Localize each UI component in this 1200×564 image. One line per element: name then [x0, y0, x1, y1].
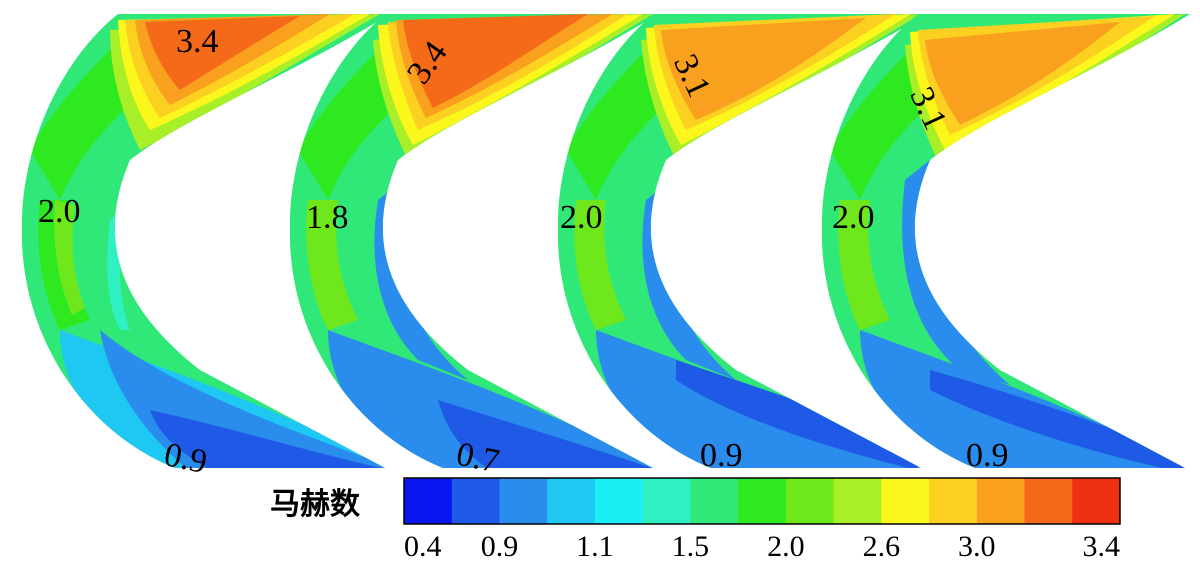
passage-2: [289, 14, 658, 468]
p1-label-mid: 2.0: [38, 193, 81, 230]
legend-title: 马赫数: [270, 487, 361, 522]
p1-label-low: 0.9: [161, 436, 210, 481]
p4-label-mid: 2.0: [832, 199, 875, 236]
legend-swatch: [833, 478, 882, 524]
legend-swatch: [881, 478, 930, 524]
legend-border: [403, 477, 1121, 525]
legend-tick-label: 0.9: [481, 530, 519, 563]
p2-label-mid: 1.8: [306, 199, 349, 236]
legend-swatch: [738, 478, 787, 524]
legend-colorbar: [403, 477, 1121, 525]
legend-swatch: [690, 478, 739, 524]
passage-4: [821, 14, 1190, 468]
legend-swatch: [1024, 478, 1073, 524]
p3-label-mid: 2.0: [560, 199, 603, 236]
legend-swatch: [1072, 478, 1121, 524]
legend-swatch: [929, 478, 978, 524]
legend-swatch: [404, 478, 453, 524]
legend-tick-label: 2.0: [767, 530, 805, 563]
legend-tick-label: 3.0: [958, 530, 996, 563]
passage-contour-group: [21, 14, 1190, 468]
legend-swatch: [642, 478, 691, 524]
p3-label-low: 0.9: [700, 437, 743, 474]
p1-label-high: 3.4: [176, 23, 219, 60]
legend-swatch: [785, 478, 835, 524]
mach-legend: 马赫数 0.4 0.9 1.1 1.5 2.0 2.6 3.0 3.4: [270, 477, 1121, 563]
legend-tick-label: 3.4: [1083, 530, 1121, 563]
p2-label-low: 0.7: [453, 436, 502, 481]
legend-ticks: 0.4 0.9 1.1 1.5 2.0 2.6 3.0 3.4: [404, 530, 1120, 563]
legend-tick-label: 1.1: [576, 530, 614, 563]
p4-label-low: 0.9: [966, 437, 1009, 474]
legend-swatch: [451, 478, 500, 524]
legend-swatch: [499, 478, 548, 524]
legend-tick-label: 2.6: [863, 530, 901, 563]
legend-swatch: [594, 478, 644, 524]
legend-tick-label: 1.5: [672, 530, 710, 563]
legend-tick-label: 0.4: [404, 530, 442, 563]
legend-swatch: [976, 478, 1026, 524]
legend-swatch: [547, 478, 596, 524]
